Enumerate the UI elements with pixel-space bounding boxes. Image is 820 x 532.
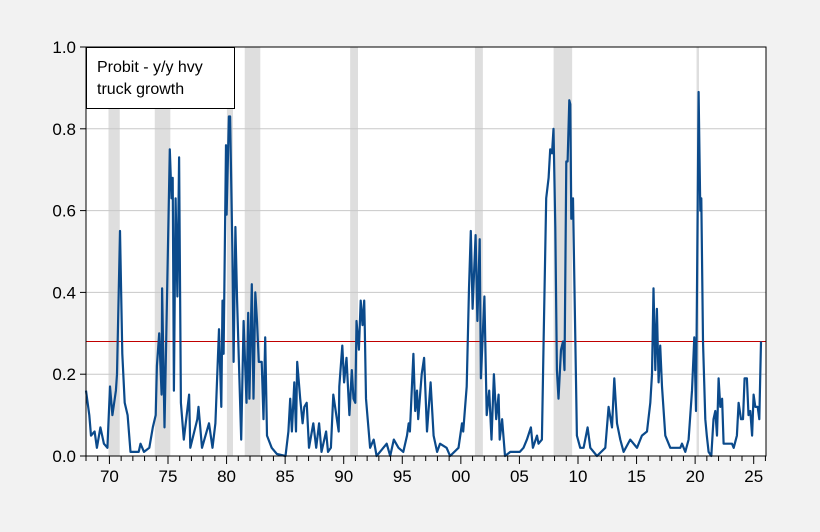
x-tick-label: 25 xyxy=(744,467,763,486)
y-tick-label: 1.0 xyxy=(52,38,76,57)
y-tick-label: 0.8 xyxy=(52,120,76,139)
x-tick-label: 10 xyxy=(569,467,588,486)
x-tick-label: 70 xyxy=(100,467,119,486)
recession-shading xyxy=(108,47,120,456)
x-tick-label: 20 xyxy=(686,467,705,486)
y-tick-label: 0.2 xyxy=(52,365,76,384)
legend: Probit - y/y hvy truck growth xyxy=(86,47,235,109)
x-tick-label: 75 xyxy=(159,467,178,486)
recession-shading xyxy=(226,47,234,456)
x-tick-label: 85 xyxy=(276,467,295,486)
y-tick-label: 0.6 xyxy=(52,202,76,221)
x-tick-label: 15 xyxy=(627,467,646,486)
x-tick-label: 00 xyxy=(451,467,470,486)
recession-shading xyxy=(350,47,358,456)
x-tick-label: 05 xyxy=(510,467,529,486)
x-tick-label: 95 xyxy=(393,467,412,486)
legend-line-2: truck growth xyxy=(97,81,185,98)
series-line xyxy=(84,90,763,458)
y-tick-label: 0.0 xyxy=(52,447,76,466)
x-tick-label: 80 xyxy=(217,467,236,486)
legend-line-1: Probit - y/y hvy xyxy=(97,59,203,76)
x-tick-label: 90 xyxy=(334,467,353,486)
y-tick-label: 0.4 xyxy=(52,283,76,302)
